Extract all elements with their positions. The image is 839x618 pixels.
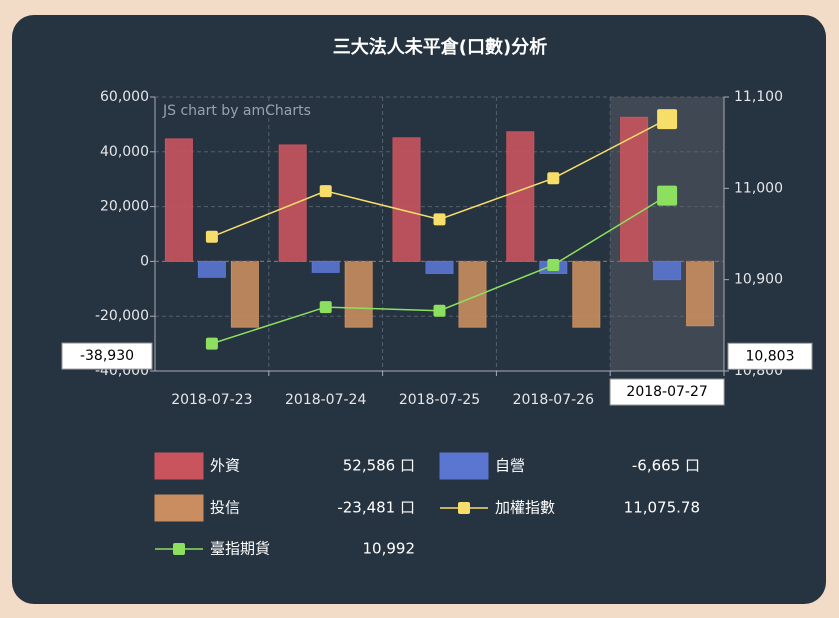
bar (392, 137, 421, 262)
legend-value: 10,992 (363, 540, 416, 558)
watermark: JS chart by amCharts (162, 103, 311, 119)
legend-item: 投信 -23,481 口 (154, 494, 415, 522)
bar (311, 260, 340, 273)
x-tick-label: 2018-07-25 (399, 392, 480, 408)
legend-label: 加權指數 (495, 499, 555, 517)
y2-tick-label: 10,900 (734, 272, 783, 288)
line-marker (205, 337, 218, 350)
bar (344, 260, 373, 328)
bar (164, 138, 193, 262)
legend-label: 自營 (495, 457, 525, 475)
x-tick-label: 2018-07-24 (285, 392, 366, 408)
chart-title: 三大法人未平倉(口數)分析 (333, 36, 547, 58)
legend-swatch (154, 494, 204, 522)
line-marker (657, 109, 678, 130)
cursor-y2-label: 10,803 (746, 348, 795, 364)
line-marker (319, 185, 332, 198)
bar (197, 260, 226, 278)
line-marker (657, 185, 678, 206)
y-tick-label: 20,000 (100, 199, 149, 215)
line-marker (205, 230, 218, 243)
y2-tick-label: 11,000 (734, 180, 783, 196)
line-marker (547, 259, 560, 272)
cursor-y-label-box (61, 342, 153, 370)
cursor-y-label: -38,930 (80, 348, 134, 364)
bar (572, 260, 601, 328)
legend-item: 臺指期貨 10,992 (155, 540, 415, 558)
line-marker (433, 213, 446, 226)
legend-item: 加權指數 11,075.78 (440, 499, 700, 517)
y-tick-label: 40,000 (100, 144, 149, 160)
legend-label: 臺指期貨 (210, 540, 270, 558)
y2-tick-label: 11,100 (734, 89, 783, 105)
legend-label: 外資 (210, 457, 240, 475)
bar (686, 260, 715, 327)
legend-value: 52,586 口 (343, 457, 415, 475)
y-tick-label: 0 (140, 253, 149, 269)
bar (230, 260, 259, 328)
bar (620, 116, 649, 262)
legend-label: 投信 (210, 499, 240, 517)
legend-swatch (439, 452, 489, 480)
bar (425, 260, 454, 274)
x-tick-label: 2018-07-23 (171, 392, 252, 408)
cursor-x-label-box (609, 378, 725, 406)
legend-swatch (154, 452, 204, 480)
legend-value: 11,075.78 (624, 499, 700, 517)
cursor-x-label: 2018-07-27 (626, 384, 707, 400)
line-marker (433, 304, 446, 317)
bar (653, 260, 682, 281)
y-tick-label: -20,000 (95, 308, 149, 324)
x-tick-label: 2018-07-26 (513, 392, 594, 408)
legend-swatch-marker (458, 502, 470, 514)
bar (278, 144, 307, 262)
bar (506, 131, 535, 262)
legend-swatch-marker (173, 543, 185, 555)
y-tick-label: 60,000 (100, 89, 149, 105)
line-marker (547, 172, 560, 185)
cursor-y2-label-box (727, 342, 813, 370)
legend-item: 自營 -6,665 口 (439, 452, 700, 480)
line-marker (319, 301, 332, 314)
legend-item: 外資 52,586 口 (154, 452, 415, 480)
legend-value: -6,665 口 (632, 457, 700, 475)
legend-value: -23,481 口 (337, 499, 415, 517)
